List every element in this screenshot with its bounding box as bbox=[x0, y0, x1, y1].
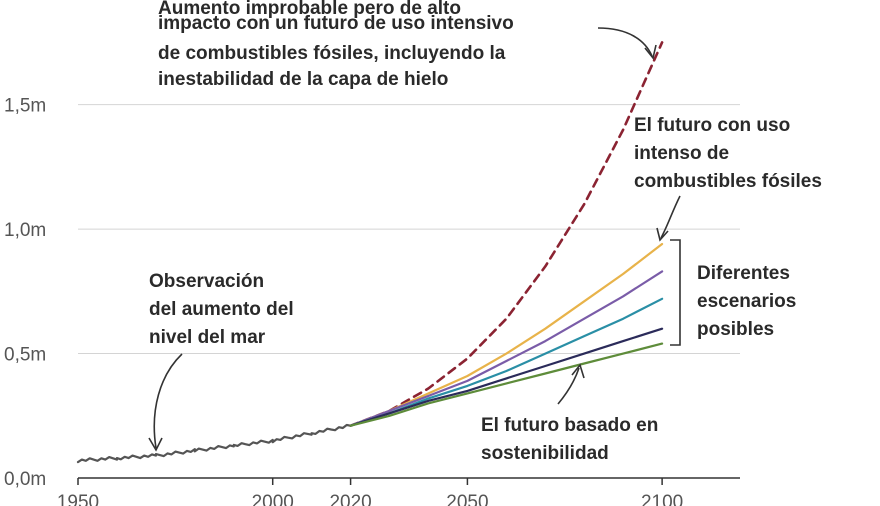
annotation-line: nivel del mar bbox=[149, 327, 266, 348]
annotation-line: El futuro con uso bbox=[634, 115, 790, 136]
x-tick-label: 1950 bbox=[57, 492, 99, 506]
arrow-high-emissions bbox=[660, 195, 681, 239]
scenarios-bracket bbox=[670, 239, 681, 346]
y-tick-label: 0,5m bbox=[4, 345, 46, 366]
annotation-observed: Observación del aumento del nivel del ma… bbox=[149, 271, 299, 348]
annotation-line: del aumento del bbox=[149, 299, 294, 320]
annotation-sustainable: El futuro basado en sostenibilidad bbox=[481, 415, 664, 464]
annotation-line: Aumento improbable pero de alto bbox=[158, 0, 461, 19]
annotation-scenarios: Diferentes escenarios posibles bbox=[697, 263, 802, 340]
series-line-scenario-low bbox=[349, 327, 664, 427]
y-tick-label: 1,5m bbox=[4, 96, 46, 117]
x-ticks: 1950 2000 2020 2050 2100 bbox=[57, 478, 683, 506]
annotation-line: sostenibilidad bbox=[481, 443, 609, 464]
annotation-line: Observación bbox=[149, 271, 264, 292]
annotation-high-emissions: El futuro con uso intenso de combustible… bbox=[634, 115, 822, 192]
series-lines bbox=[76, 41, 664, 464]
series-line-observed bbox=[76, 423, 352, 464]
arrow-high-impact-head bbox=[644, 44, 657, 60]
y-axis: 0,0m 0,5m 1,0m 1,5m bbox=[4, 96, 46, 490]
annotation-high-impact: Aumento improbable pero de alto impacto … bbox=[158, 0, 519, 90]
annotation-line: combustibles fósiles bbox=[634, 171, 822, 192]
arrow-high-emissions-head bbox=[656, 227, 669, 242]
x-tick-label: 2050 bbox=[446, 492, 488, 506]
x-tick-label: 2100 bbox=[641, 492, 683, 506]
x-tick-label: 2020 bbox=[329, 492, 371, 506]
grid-lines bbox=[78, 104, 740, 355]
y-tick-label: 0,0m bbox=[4, 469, 46, 490]
series-line-scenario-very-high bbox=[349, 242, 664, 427]
annotation-line: Diferentes bbox=[697, 263, 790, 284]
annotation-line: posibles bbox=[697, 319, 774, 340]
annotation-arrows bbox=[148, 27, 681, 452]
annotation-line: impacto con un futuro de uso intensivo bbox=[158, 13, 514, 34]
arrow-observed-head bbox=[148, 437, 163, 452]
annotation-line: inestabilidad de la capa de hielo bbox=[158, 69, 448, 90]
arrow-high-impact bbox=[597, 27, 653, 57]
arrow-sustainable bbox=[557, 367, 580, 405]
series-line-scenario-high bbox=[349, 270, 664, 427]
series-line-high-impact bbox=[349, 41, 664, 427]
y-tick-label: 1,0m bbox=[4, 220, 46, 241]
x-tick-label: 2000 bbox=[252, 492, 294, 506]
series-line-scenario-very-low bbox=[349, 342, 664, 427]
annotation-line: El futuro basado en bbox=[481, 415, 658, 436]
annotation-line: intenso de bbox=[634, 143, 729, 164]
arrow-observed bbox=[153, 353, 183, 449]
annotation-line: escenarios bbox=[697, 291, 796, 312]
arrow-sustainable-head bbox=[571, 363, 585, 379]
annotation-line: de combustibles fósiles, incluyendo la bbox=[158, 43, 506, 64]
